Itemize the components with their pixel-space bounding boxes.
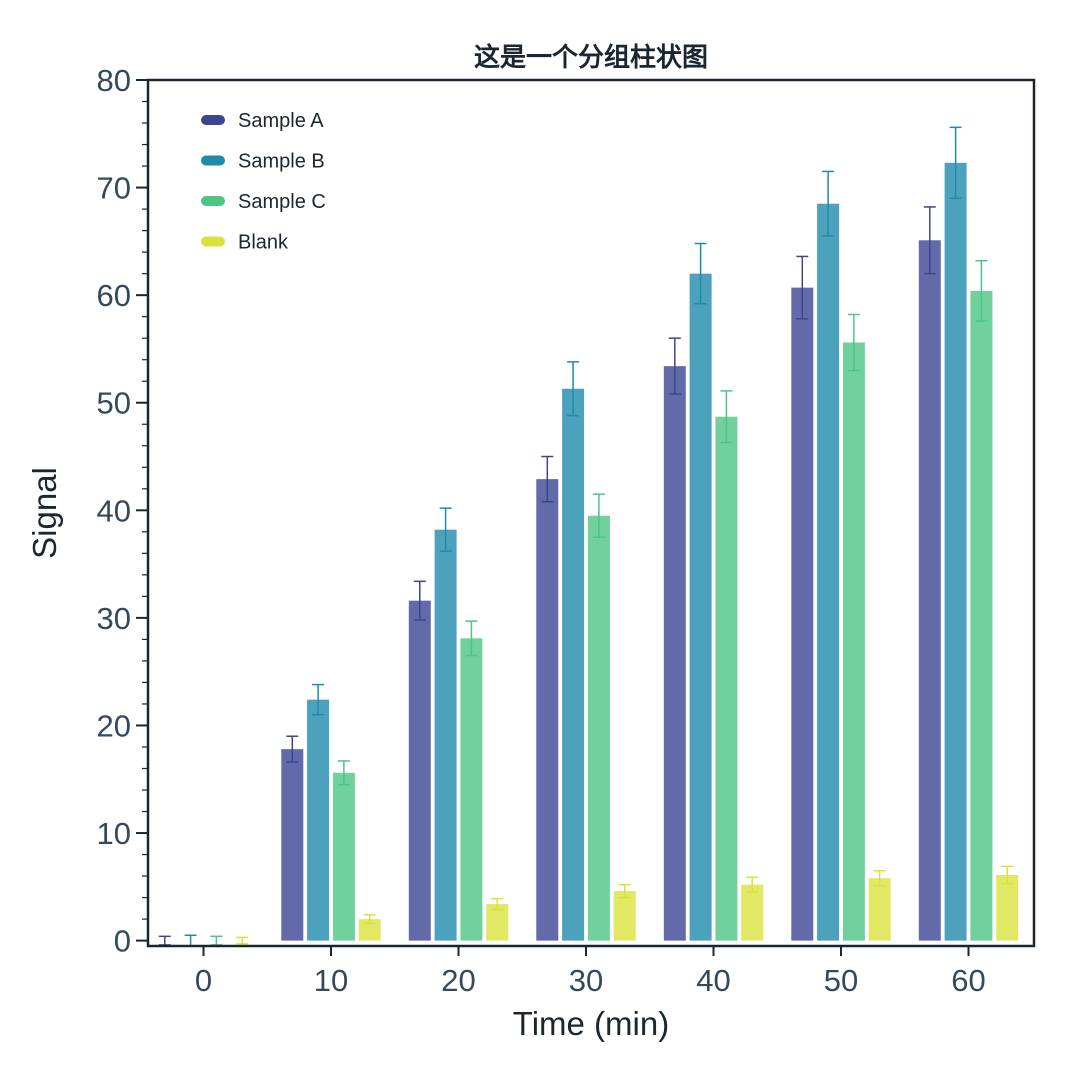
x-tick-label: 60 [951, 963, 985, 998]
y-tick-label: 10 [97, 816, 131, 851]
y-tick-label: 70 [97, 171, 131, 206]
bar [689, 273, 712, 941]
bar [434, 529, 457, 941]
x-tick-label: 20 [441, 963, 475, 998]
bar [358, 919, 381, 941]
bar [970, 290, 993, 941]
bar [842, 342, 865, 941]
bar [741, 884, 764, 941]
bars-layer [281, 162, 1019, 941]
y-axis-label: Signal [26, 467, 63, 559]
bar [817, 203, 840, 941]
legend-label: Sample C [238, 191, 326, 213]
bar [791, 287, 814, 941]
bar [562, 388, 585, 941]
bar [944, 162, 967, 941]
bar [663, 366, 686, 941]
x-tick-label: 30 [569, 963, 603, 998]
bar [996, 874, 1019, 941]
legend-swatch [201, 196, 225, 206]
legend-label: Sample B [238, 151, 325, 173]
x-tick-label: 10 [314, 963, 348, 998]
chart-title: 这是一个分组柱状图 [474, 42, 708, 73]
bar [868, 878, 891, 941]
y-tick-label: 0 [114, 924, 131, 959]
bar [613, 891, 636, 941]
y-tick-label: 80 [97, 63, 131, 98]
y-axis: 0 10 20 30 40 50 60 70 80 [97, 63, 148, 959]
x-axis-label: Time (min) [513, 1005, 669, 1042]
y-tick-label: 30 [97, 601, 131, 636]
bar [408, 600, 431, 941]
bar [536, 479, 559, 941]
bar [460, 638, 483, 941]
legend-label: Blank [238, 232, 289, 254]
legend-swatch [201, 115, 225, 125]
y-tick-label: 60 [97, 278, 131, 313]
bar [715, 416, 738, 941]
y-tick-label: 40 [97, 493, 131, 528]
bar [281, 749, 304, 941]
y-tick-label: 50 [97, 386, 131, 421]
bar [486, 904, 509, 941]
bar [918, 240, 941, 941]
legend-swatch [201, 236, 225, 247]
legend: Sample A Sample B Sample C Blank [201, 110, 326, 254]
x-tick-label: 40 [696, 963, 730, 998]
plot-frame [146, 78, 1036, 948]
error-bars-layer [158, 126, 1014, 947]
x-axis: 0 10 20 30 40 50 60 [195, 946, 986, 998]
x-tick-label: 0 [195, 963, 212, 998]
legend-label: Sample A [238, 110, 324, 132]
legend-swatch [201, 155, 225, 166]
bar [307, 699, 330, 941]
x-tick-label: 50 [824, 963, 858, 998]
bar [587, 515, 610, 941]
y-tick-label: 20 [97, 708, 131, 743]
bar [332, 772, 355, 941]
